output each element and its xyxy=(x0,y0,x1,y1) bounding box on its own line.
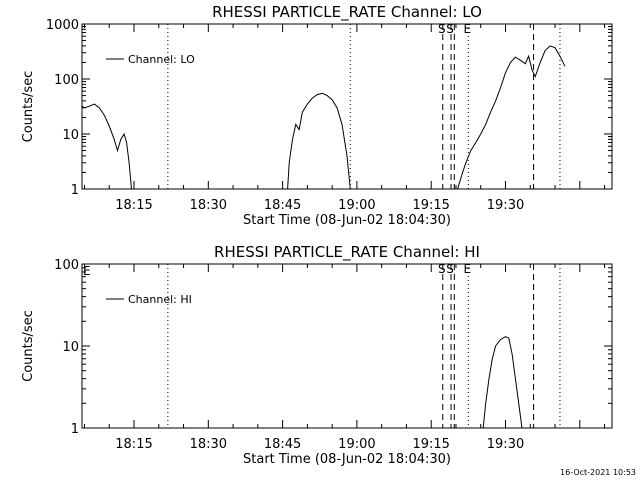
y-tick-label: 10 xyxy=(62,340,79,355)
event-marker-label: S xyxy=(438,22,446,36)
legend-label: Channel: LO xyxy=(128,53,195,66)
chart-title: RHESSI PARTICLE_RATE Channel: LO xyxy=(212,3,482,22)
x-tick-label: 18:15 xyxy=(115,198,152,213)
y-tick-label: 10 xyxy=(62,128,79,143)
x-tick-label: 19:00 xyxy=(338,437,375,452)
x-tick-label: 19:00 xyxy=(338,198,375,213)
y-tick-label: 100 xyxy=(54,258,79,273)
y-tick-label: 100 xyxy=(54,73,79,88)
x-axis-label: Start Time (08-Jun-02 18:04:30) xyxy=(243,213,451,228)
x-tick-label: 19:15 xyxy=(412,437,449,452)
x-tick-label: 19:15 xyxy=(412,198,449,213)
x-tick-label: 19:30 xyxy=(487,437,524,452)
chart-title: RHESSI PARTICLE_RATE Channel: HI xyxy=(214,243,480,262)
chart-panel-lo: RHESSI PARTICLE_RATE Channel: LO 1 10 100 10… xyxy=(21,3,613,228)
x-tick-label: 18:30 xyxy=(190,198,227,213)
series-line-lo xyxy=(81,103,132,190)
footer-timestamp: 16-Oct-2021 10:53 xyxy=(560,468,636,477)
corner-label: E xyxy=(83,264,91,278)
event-marker-label: S xyxy=(438,262,446,276)
y-tick-label: 1000 xyxy=(46,18,79,33)
chart-panel-hi: RHESSI PARTICLE_RATE Channel: HI 1 10 100 18… xyxy=(21,243,613,467)
x-tick-label: 18:30 xyxy=(190,437,227,452)
x-tick-label: 19:30 xyxy=(487,198,524,213)
x-tick-label: 18:15 xyxy=(115,437,152,452)
series-line-lo xyxy=(457,45,566,190)
series-line-hi xyxy=(482,336,523,429)
plot-frame xyxy=(81,263,613,429)
series-line-lo xyxy=(287,92,351,190)
legend-label: Channel: HI xyxy=(128,293,192,306)
event-marker-label: S xyxy=(446,262,454,276)
y-tick-label: 1 xyxy=(71,183,79,198)
y-tick-label: 1 xyxy=(71,422,79,437)
x-tick-label: 18:45 xyxy=(264,437,301,452)
event-marker-label: E xyxy=(464,22,472,36)
event-marker-label: S xyxy=(446,22,454,36)
x-tick-label: 18:45 xyxy=(264,198,301,213)
y-axis-label: Counts/sec xyxy=(21,310,36,382)
x-axis-label: Start Time (08-Jun-02 18:04:30) xyxy=(243,452,451,467)
plot-frame xyxy=(81,23,613,190)
y-axis-label: Counts/sec xyxy=(21,71,36,143)
event-marker-label: E xyxy=(464,262,472,276)
